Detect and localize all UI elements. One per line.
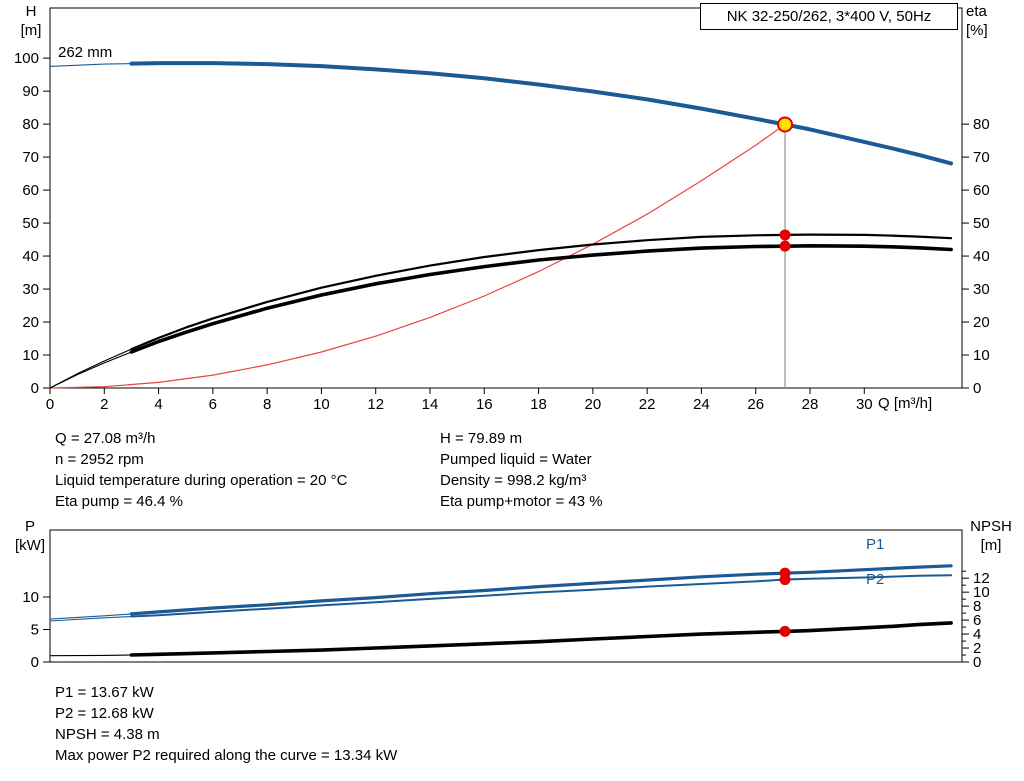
left-tick-label: 80	[22, 116, 39, 133]
x-tick-label: 20	[585, 396, 602, 413]
h-axis-title-line2: [m]	[20, 22, 42, 39]
eta-pump-curve	[130, 233, 953, 351]
eta-axis-title-line2: [%]	[966, 22, 988, 39]
eta-axis-title: eta [%]	[966, 2, 1022, 40]
eta-pump-dot	[779, 229, 791, 241]
eta-pump-thin	[49, 234, 952, 389]
left-tick-label: 10	[22, 589, 39, 606]
eta-pump-motor-value: Eta pump+motor = 43 %	[440, 493, 603, 510]
max-power-note: Max power P2 required along the curve = …	[55, 747, 398, 764]
h-axis-title-line1: H	[25, 3, 37, 20]
left-tick-label: 60	[22, 182, 39, 199]
npsh-axis-title-line2: [m]	[980, 537, 1002, 554]
x-tick-label: 16	[476, 396, 493, 413]
p2-dot	[779, 574, 791, 586]
x-tick-label: 24	[693, 396, 710, 413]
npsh-thin	[49, 622, 952, 657]
right-tick-label: 12	[973, 570, 990, 587]
p2-value: P2 = 12.68 kW	[55, 705, 154, 722]
p2-curve-label: P2	[866, 571, 885, 588]
p-axis-title-line2: [kW]	[15, 537, 45, 554]
left-tick-label: 90	[22, 83, 39, 100]
x-tick-label: 26	[747, 396, 764, 413]
system-curve-curve	[49, 124, 786, 389]
hq-eta-chart: 0 10 20 30 40 50 60 70 80 90 100 0 10 20 30 40 50 60 70 80 0…	[14, 7, 990, 413]
left-tick-label: 30	[22, 281, 39, 298]
x-tick-label: 18	[530, 396, 547, 413]
left-tick-label: 50	[22, 215, 39, 232]
right-tick-label: 30	[973, 281, 990, 298]
eta-axis-title-line1: eta	[966, 3, 987, 20]
x-tick-label: 28	[802, 396, 819, 413]
p1-value: P1 = 13.67 kW	[55, 684, 154, 701]
p-axis-title-line1: P	[24, 518, 35, 535]
density-value: Density = 998.2 kg/m³	[440, 472, 587, 489]
right-tick-label: 50	[973, 215, 990, 232]
right-tick-label: 6	[973, 612, 981, 629]
right-tick-label: 20	[973, 314, 990, 331]
pump-title-box: NK 32-250/262, 3*400 V, 50Hz	[700, 3, 958, 30]
eta-pump-value: Eta pump = 46.4 %	[55, 493, 183, 510]
npsh-axis-title-line1: NPSH	[970, 518, 1012, 535]
x-tick-label: 4	[154, 396, 162, 413]
right-tick-label: 60	[973, 182, 990, 199]
x-tick-label: 30	[856, 396, 873, 413]
p2-curve	[130, 574, 953, 618]
x-tick-label: 8	[263, 396, 271, 413]
left-tick-label: 0	[31, 654, 39, 671]
x-tick-label: 10	[313, 396, 330, 413]
p1-curve-label: P1	[866, 536, 885, 553]
right-tick-label: 0	[973, 654, 981, 671]
left-tick-label: 70	[22, 149, 39, 166]
eta-pump-motor-thin	[49, 245, 952, 389]
plot-frame	[49, 7, 963, 389]
head-262mm-curve	[129, 61, 954, 166]
p-axis-title: P [kW]	[10, 517, 50, 555]
x-tick-label: 0	[46, 396, 54, 413]
power-info: P1 = 13.67 kW P2 = 12.68 kW NPSH = 4.38 …	[55, 682, 397, 766]
head-value: H = 79.89 m	[440, 430, 523, 447]
pumped-liquid-value: Pumped liquid = Water	[440, 451, 592, 468]
x-tick-label: 22	[639, 396, 656, 413]
left-tick-label: 5	[31, 621, 39, 638]
q-axis-title: Q [m³/h]	[878, 395, 933, 412]
right-tick-label: 10	[973, 584, 990, 601]
right-tick-label: 40	[973, 248, 990, 265]
right-tick-label: 80	[973, 116, 990, 133]
liquid-temperature-value: Liquid temperature during operation = 20…	[55, 472, 348, 489]
left-tick-label: 100	[14, 50, 39, 67]
eta-pump-motor-dot	[779, 240, 791, 252]
npsh-dot	[779, 625, 791, 637]
left-tick-label: 10	[22, 347, 39, 364]
duty-info-left: Q = 27.08 m³/h n = 2952 rpm Liquid tempe…	[55, 428, 347, 512]
right-tick-label: 10	[973, 347, 990, 364]
npsh-axis-title: NPSH [m]	[960, 517, 1022, 555]
x-tick-label: 14	[422, 396, 439, 413]
right-tick-label: 4	[973, 626, 981, 643]
x-tick-label: 6	[209, 396, 217, 413]
x-tick-label: 2	[100, 396, 108, 413]
npsh-curve	[129, 621, 953, 657]
right-tick-label: 2	[973, 640, 981, 657]
plot-frame	[49, 529, 963, 663]
speed-value: n = 2952 rpm	[55, 451, 144, 468]
eta-pump-motor-curve	[129, 244, 953, 354]
left-tick-label: 20	[22, 314, 39, 331]
right-tick-label: 70	[973, 149, 990, 166]
right-tick-label: 0	[973, 380, 981, 397]
left-tick-label: 40	[22, 248, 39, 265]
left-tick-label: 0	[31, 380, 39, 397]
right-tick-label: 8	[973, 598, 981, 615]
h-axis-title: H [m]	[12, 2, 50, 40]
impeller-diameter-label: 262 mm	[58, 44, 113, 61]
duty-point	[777, 116, 794, 133]
p1-curve	[129, 564, 953, 616]
duty-info-right: H = 79.89 m Pumped liquid = Water Densit…	[440, 428, 603, 512]
flow-value: Q = 27.08 m³/h	[55, 430, 156, 447]
npsh-value: NPSH = 4.38 m	[55, 726, 160, 743]
x-tick-label: 12	[367, 396, 384, 413]
